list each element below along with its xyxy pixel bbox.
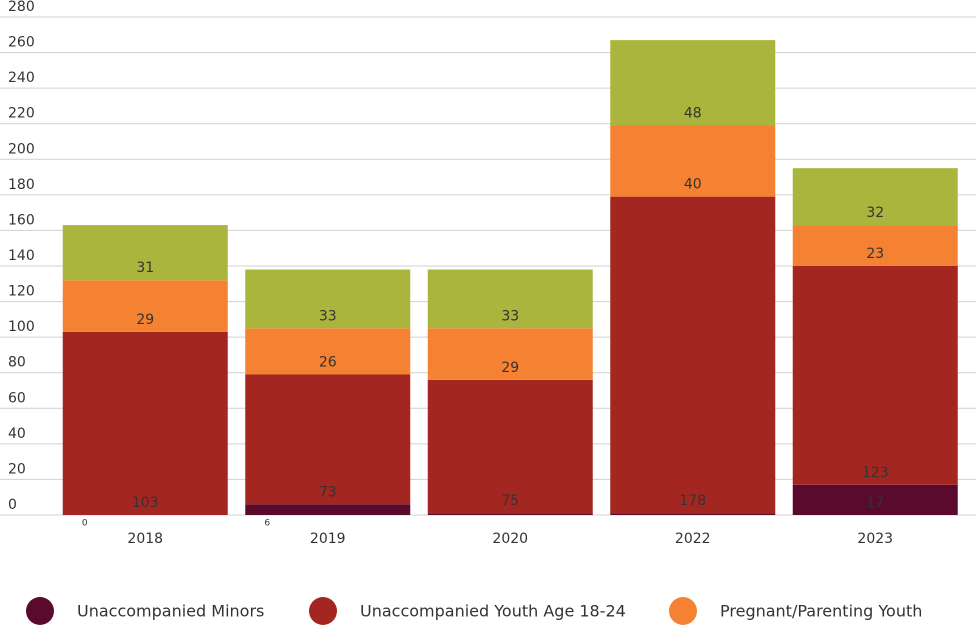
data-label: 33 — [319, 308, 337, 324]
y-tick-label: 80 — [8, 355, 26, 371]
bar-segment — [245, 504, 411, 515]
y-tick-label: 0 — [8, 497, 17, 513]
bar-segment — [792, 225, 958, 266]
bar-segment — [427, 269, 593, 329]
y-tick-label: 260 — [8, 35, 35, 51]
y-tick-label: 180 — [8, 177, 35, 193]
y-tick-label: 20 — [8, 461, 26, 477]
data-label: 75 — [501, 493, 519, 509]
legend-swatch — [669, 597, 697, 625]
bar-segment — [62, 280, 228, 332]
bar-segment — [792, 266, 958, 485]
legend-swatch — [26, 597, 54, 625]
data-label: 178 — [679, 493, 706, 509]
data-label: 40 — [684, 177, 702, 193]
x-tick-label: 2020 — [492, 531, 528, 547]
bar-segment — [792, 484, 958, 515]
bar-segment — [245, 374, 411, 505]
x-tick-label: 2019 — [310, 531, 346, 547]
y-tick-label: 240 — [8, 70, 35, 86]
bar-segment — [427, 379, 593, 514]
y-tick-label: 220 — [8, 106, 35, 122]
data-label: 123 — [862, 465, 889, 481]
x-tick-label: 2018 — [127, 531, 163, 547]
bar-segment — [610, 40, 776, 126]
y-tick-label: 100 — [8, 319, 35, 335]
bar-segment — [792, 168, 958, 226]
data-label: 6 — [264, 519, 270, 529]
data-label: 23 — [866, 246, 884, 262]
data-label: 48 — [684, 105, 702, 121]
data-label: 103 — [132, 495, 159, 511]
y-tick-label: 280 — [8, 0, 35, 15]
bar-segment — [427, 328, 593, 380]
data-label: 33 — [501, 308, 519, 324]
data-label: 32 — [866, 205, 884, 221]
x-tick-label: 2023 — [857, 531, 893, 547]
bar-segment — [245, 269, 411, 329]
legend-label: Pregnant/Parenting Youth — [720, 602, 922, 621]
legend-label: Unaccompanied Youth Age 18-24 — [360, 602, 626, 621]
data-label: 29 — [136, 312, 154, 328]
y-tick-label: 160 — [8, 212, 35, 228]
data-label: 31 — [136, 260, 154, 276]
y-tick-label: 40 — [8, 426, 26, 442]
bar-segment — [610, 513, 776, 515]
y-tick-label: 140 — [8, 248, 35, 264]
x-tick-label: 2022 — [675, 531, 711, 547]
y-tick-label: 60 — [8, 390, 26, 406]
bar-segment — [610, 196, 776, 514]
legend-swatch — [309, 597, 337, 625]
data-label: 73 — [319, 484, 337, 500]
data-label: 29 — [501, 360, 519, 376]
bar-segment — [62, 225, 228, 281]
bar-segment — [62, 331, 228, 515]
bar-segment — [427, 513, 593, 515]
data-label: 26 — [319, 354, 337, 370]
bar-segment — [610, 125, 776, 197]
legend-label: Unaccompanied Minors — [77, 602, 264, 621]
data-label: 17 — [866, 495, 884, 511]
data-label: 0 — [82, 519, 88, 529]
bar-segment — [245, 328, 411, 375]
y-tick-label: 120 — [8, 284, 35, 300]
y-tick-label: 200 — [8, 141, 35, 157]
